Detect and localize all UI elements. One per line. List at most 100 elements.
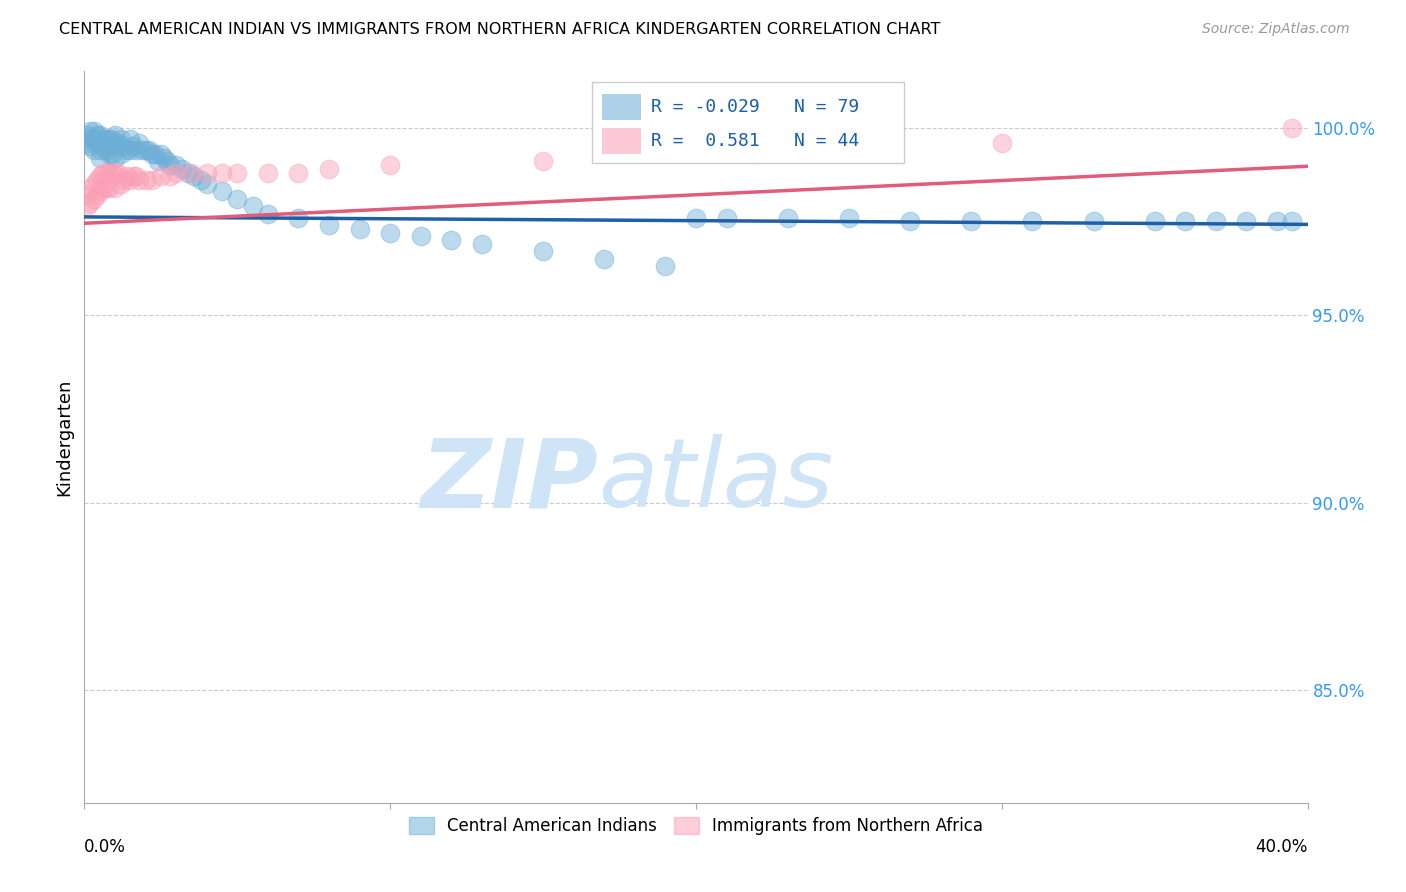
Point: [1236, 214, 1258, 228]
Point: [318, 161, 340, 176]
Point: [146, 154, 169, 169]
Point: [318, 218, 340, 232]
Point: [83, 143, 105, 157]
Point: [125, 143, 148, 157]
Point: [349, 222, 371, 236]
Point: [685, 211, 707, 225]
Point: [89, 169, 111, 184]
Point: [86, 128, 108, 142]
Text: 40.0%: 40.0%: [1256, 838, 1308, 855]
Point: [177, 166, 200, 180]
Point: [89, 136, 111, 150]
FancyBboxPatch shape: [592, 82, 904, 163]
Point: [76, 199, 98, 213]
Point: [79, 124, 101, 138]
Point: [471, 236, 494, 251]
Point: [1083, 214, 1105, 228]
Point: [654, 260, 676, 274]
FancyBboxPatch shape: [602, 128, 641, 154]
Point: [94, 166, 117, 180]
Point: [97, 166, 120, 180]
Point: [89, 128, 111, 142]
Point: [190, 173, 212, 187]
Text: R =  0.581: R = 0.581: [651, 132, 759, 150]
Point: [83, 192, 105, 206]
Point: [89, 185, 111, 199]
Point: [79, 180, 101, 194]
Point: [104, 139, 127, 153]
Point: [86, 188, 108, 202]
Point: [115, 143, 138, 157]
Point: [89, 151, 111, 165]
Point: [149, 169, 172, 184]
Point: [138, 143, 160, 157]
Point: [165, 166, 187, 180]
Point: [115, 169, 138, 184]
Point: [195, 177, 218, 191]
Point: [91, 166, 114, 180]
Point: [97, 147, 120, 161]
Point: [94, 180, 117, 194]
Point: [180, 166, 202, 180]
Point: [838, 211, 860, 225]
Point: [104, 128, 127, 142]
Point: [89, 143, 111, 157]
Point: [242, 199, 264, 213]
Point: [97, 180, 120, 194]
Point: [380, 158, 402, 172]
Point: [141, 173, 163, 187]
Point: [960, 214, 983, 228]
Point: [122, 169, 145, 184]
Point: [257, 166, 280, 180]
Point: [112, 139, 135, 153]
Point: [776, 211, 799, 225]
Point: [143, 147, 166, 161]
Point: [287, 166, 309, 180]
Point: [86, 136, 108, 150]
Point: [110, 132, 132, 146]
Point: [79, 132, 101, 146]
Point: [91, 139, 114, 153]
Point: [226, 166, 249, 180]
Point: [83, 124, 105, 138]
Point: [183, 169, 205, 184]
Point: [159, 158, 181, 172]
Point: [531, 154, 554, 169]
Point: [747, 147, 769, 161]
Point: [120, 143, 142, 157]
Point: [76, 188, 98, 202]
Point: [1205, 214, 1227, 228]
Point: [440, 233, 463, 247]
Point: [1174, 214, 1197, 228]
Point: [101, 147, 124, 161]
Point: [593, 252, 616, 266]
Text: atlas: atlas: [598, 434, 834, 527]
Point: [83, 177, 105, 191]
Point: [104, 151, 127, 165]
Point: [128, 173, 150, 187]
Point: [380, 226, 402, 240]
Point: [257, 207, 280, 221]
Point: [76, 136, 98, 150]
Point: [135, 143, 157, 157]
Text: CENTRAL AMERICAN INDIAN VS IMMIGRANTS FROM NORTHERN AFRICA KINDERGARTEN CORRELAT: CENTRAL AMERICAN INDIAN VS IMMIGRANTS FR…: [59, 22, 941, 37]
Text: ZIP: ZIP: [420, 434, 598, 527]
Point: [97, 132, 120, 146]
Point: [165, 158, 187, 172]
Point: [409, 229, 432, 244]
Point: [1281, 120, 1303, 135]
Point: [149, 147, 172, 161]
Point: [991, 136, 1014, 150]
Point: [131, 143, 153, 157]
Text: N = 44: N = 44: [794, 132, 859, 150]
Point: [94, 132, 117, 146]
Point: [125, 169, 148, 184]
Point: [107, 136, 129, 150]
Point: [195, 166, 218, 180]
Point: [107, 166, 129, 180]
Text: 0.0%: 0.0%: [84, 838, 127, 855]
Point: [101, 132, 124, 146]
Point: [226, 192, 249, 206]
Point: [112, 173, 135, 187]
Point: [898, 214, 921, 228]
